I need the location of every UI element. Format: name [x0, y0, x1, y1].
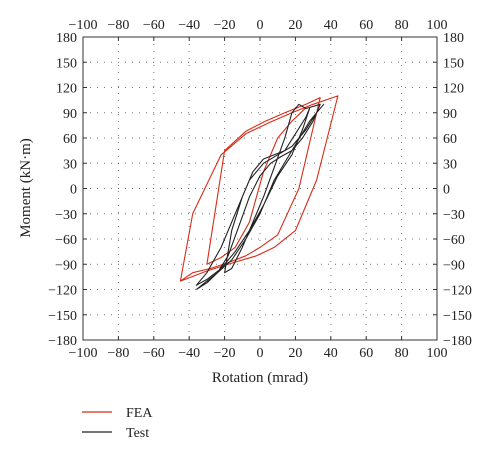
- x-tick-label: −80: [107, 346, 129, 361]
- series-group: [179, 95, 339, 290]
- y-tick-label: −30: [55, 208, 77, 223]
- x-tick-label-top: −20: [214, 18, 236, 33]
- series-line-test: [195, 103, 325, 290]
- x-tick-label: −60: [143, 346, 165, 361]
- x-tick-label-top: −80: [107, 18, 129, 33]
- y-tick-label: −90: [55, 258, 77, 273]
- x-tick-label-top: 0: [257, 18, 264, 33]
- x-tick-label: 100: [427, 346, 448, 361]
- y-tick-label: 60: [63, 132, 77, 147]
- y-tick-label: 180: [56, 31, 77, 46]
- x-tick-label: −100: [69, 346, 98, 361]
- y-tick-label: 120: [56, 82, 77, 97]
- y-tick-label: −120: [48, 284, 77, 299]
- y-tick-label: 30: [63, 157, 77, 172]
- legend-label-fea: FEA: [126, 406, 153, 421]
- x-tick-label-top: −100: [69, 18, 98, 33]
- legend-label-test: Test: [126, 426, 149, 441]
- x-axis-title: Rotation (mrad): [212, 370, 308, 386]
- y-tick-label-right: 120: [443, 82, 464, 97]
- y-tick-label: 90: [63, 107, 77, 122]
- y-tick-label-right: 150: [443, 56, 464, 71]
- legend: FEA Test: [82, 406, 153, 441]
- y-tick-label: −180: [48, 334, 77, 349]
- y-tick-label: 0: [70, 183, 77, 198]
- y-tick-label-right: −180: [443, 334, 472, 349]
- y-tick-label-right: −90: [443, 258, 465, 273]
- x-tick-label: 0: [257, 346, 264, 361]
- x-tick-label: −20: [214, 346, 236, 361]
- y-tick-label: −60: [55, 233, 77, 248]
- y-tick-label: 150: [56, 56, 77, 71]
- y-tick-label-right: −30: [443, 208, 465, 223]
- y-tick-label-right: −120: [443, 284, 472, 299]
- x-tick-label: 80: [395, 346, 409, 361]
- y-tick-label-right: 90: [443, 107, 457, 122]
- x-tick-label-top: 20: [288, 18, 302, 33]
- y-tick-label-right: −150: [443, 309, 472, 324]
- x-tick-label-top: 40: [324, 18, 338, 33]
- y-axis-title: Moment (kN·m): [18, 138, 34, 238]
- x-tick-label: −40: [178, 346, 200, 361]
- plot-frame: [82, 36, 438, 341]
- y-tick-label-right: 0: [443, 183, 450, 198]
- x-tick-label-top: −40: [178, 18, 200, 33]
- y-tick-label-right: 30: [443, 157, 457, 172]
- axis-ticks: −100 −100 −80 −80 −60 −60 −40 −40 −20 −20 0 0 20 20 40…: [48, 18, 472, 361]
- x-tick-label-top: 60: [359, 18, 373, 33]
- y-tick-label-right: −60: [443, 233, 465, 248]
- x-tick-label: 20: [288, 346, 302, 361]
- x-tick-label-top: 80: [395, 18, 409, 33]
- grid: [83, 37, 437, 340]
- x-tick-label: 40: [324, 346, 338, 361]
- y-tick-label: −150: [48, 309, 77, 324]
- y-tick-label-right: 60: [443, 132, 457, 147]
- x-tick-label-top: 100: [427, 18, 448, 33]
- y-tick-label-right: 180: [443, 31, 464, 46]
- x-tick-label: 60: [359, 346, 373, 361]
- x-tick-label-top: −60: [143, 18, 165, 33]
